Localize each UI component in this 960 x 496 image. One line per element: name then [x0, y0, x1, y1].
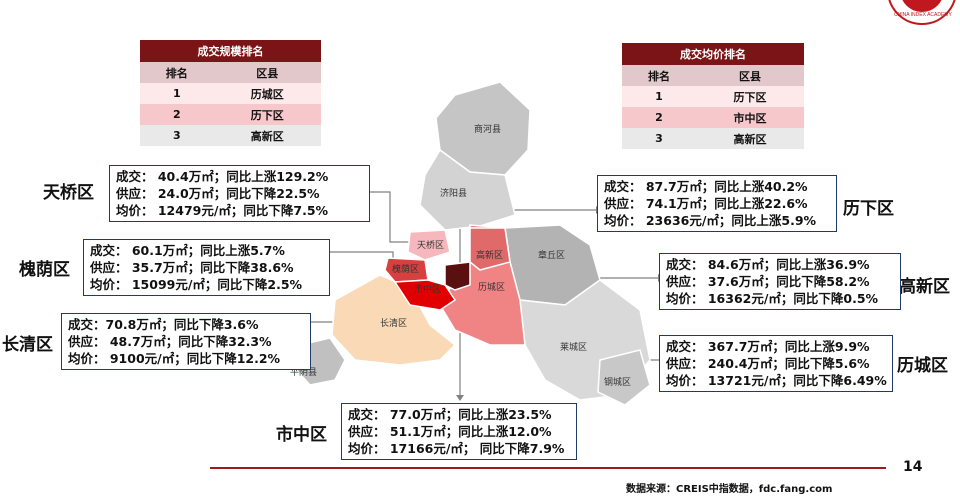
info-box-lixia: 成交： 87.7万㎡；同比上涨40.2% 供应： 74.1万㎡；同比上涨22.6…: [597, 175, 837, 232]
district-name-licheng: 历城区: [897, 356, 948, 376]
label-shanghe: 商河县: [474, 123, 501, 135]
scale-ranking-table: 成交规模排名 排名 区县 1 历城区 2 历下区 3 高新区: [140, 40, 321, 146]
price-line: 均价： 15099元/㎡；同比下降2.5%: [90, 277, 303, 292]
label-huaiyin: 槐荫区: [392, 263, 419, 275]
info-box-changqing: 成交：70.8万㎡；同比下降3.6% 供应： 48.7万㎡；同比下降32.3% …: [61, 313, 311, 370]
region-gaoxin: [469, 227, 511, 271]
label-gangcheng: 钢城区: [604, 376, 631, 388]
district-name-lixia: 历下区: [843, 199, 894, 219]
supply-line: 供应： 35.7万㎡；同比下降38.6%: [90, 260, 294, 275]
info-box-huaiyin: 成交： 60.1万㎡；同比上涨5.7% 供应： 35.7万㎡；同比下降38.6%…: [83, 239, 330, 296]
region-lixia: [444, 261, 471, 291]
china-index-academy-logo: CHINA INDEX ACADEMY: [888, 0, 956, 25]
label-gaoxin: 高新区: [476, 249, 503, 261]
region-shizhong: [393, 279, 457, 311]
table-row: 1 历下区: [622, 86, 804, 107]
supply-line: 供应： 74.1万㎡；同比上涨22.6%: [604, 196, 808, 211]
deal-line: 成交： 77.0万㎡；同比上涨23.5%: [348, 407, 552, 422]
label-zhangqiu: 章丘区: [538, 249, 565, 261]
deal-line: 成交： 367.7万㎡；同比上涨9.9%: [666, 339, 870, 354]
deal-line: 成交： 60.1万㎡；同比上涨5.7%: [90, 243, 285, 258]
footer-rule: [210, 467, 886, 469]
table-row: 3 高新区: [622, 128, 804, 149]
deal-line: 成交： 84.6万㎡；同比上涨36.9%: [666, 257, 870, 272]
table-row: 2 市中区: [622, 107, 804, 128]
price-col-rank: 排名: [622, 65, 697, 86]
table-row: 2 历下区: [140, 104, 321, 125]
region-tianqiao: [407, 229, 451, 261]
price-line: 均价： 23636元/㎡；同比上涨5.9%: [604, 213, 817, 228]
scale-col-rank: 排名: [140, 62, 214, 83]
price-line: 均价： 16362元/㎡；同比下降0.5%: [666, 291, 879, 306]
info-box-gaoxin: 成交： 84.6万㎡；同比上涨36.9% 供应： 37.6万㎡；同比下降58.2…: [659, 253, 901, 310]
info-box-tianqiao: 成交： 40.4万㎡；同比上涨129.2% 供应： 24.0万㎡；同比下降22.…: [109, 165, 370, 222]
label-tianqiao: 天桥区: [417, 239, 444, 251]
supply-line: 供应： 24.0万㎡；同比下降22.5%: [116, 186, 320, 201]
price-line: 均价： 12479元/㎡；同比下降7.5%: [116, 203, 329, 218]
district-name-huaiyin: 槐荫区: [19, 260, 70, 280]
table-row: 1 历城区: [140, 83, 321, 104]
label-pingyin: 平阴县: [290, 367, 317, 378]
price-line: 均价： 13721元/㎡；同比下降6.49%: [666, 373, 887, 388]
supply-line: 供应： 240.4万㎡；同比下降5.6%: [666, 356, 870, 371]
label-jiyang: 济阳县: [440, 187, 467, 199]
district-name-tianqiao: 天桥区: [43, 183, 94, 203]
scale-col-district: 区县: [213, 62, 321, 83]
deal-line: 成交： 40.4万㎡；同比上涨129.2%: [116, 169, 329, 184]
region-gangcheng: [597, 349, 651, 406]
price-ranking-table: 成交均价排名 排名 区县 1 历下区 2 市中区 3 高新区: [622, 43, 804, 149]
info-box-shizhong: 成交： 77.0万㎡；同比上涨23.5% 供应： 51.1万㎡；同比上涨12.0…: [341, 403, 577, 460]
deal-line: 成交： 87.7万㎡；同比上涨40.2%: [604, 179, 808, 194]
scale-table-title: 成交规模排名: [140, 40, 321, 62]
deal-line: 成交：70.8万㎡；同比下降3.6%: [68, 317, 259, 332]
district-name-shizhong: 市中区: [276, 425, 327, 445]
label-shizhong: 市中区: [414, 283, 441, 295]
price-col-district: 区县: [696, 65, 804, 86]
price-line: 均价： 17166元/㎡； 同比下降7.9%: [348, 441, 565, 456]
supply-line: 供应： 37.6万㎡；同比下降58.2%: [666, 274, 870, 289]
price-line: 均价： 9100元/㎡；同比下降12.2%: [68, 351, 281, 366]
supply-line: 供应： 48.7万㎡；同比下降32.3%: [68, 334, 272, 349]
label-licheng: 历城区: [478, 282, 505, 293]
leader-tianqiao: [368, 191, 420, 243]
table-row: 3 高新区: [140, 125, 321, 146]
label-laicheng: 莱城区: [560, 341, 587, 353]
price-table-title: 成交均价排名: [622, 43, 804, 65]
leader-huaiyin: [327, 251, 394, 268]
info-box-licheng: 成交： 367.7万㎡；同比上涨9.9% 供应： 240.4万㎡；同比下降5.6…: [659, 335, 893, 392]
district-name-changqing: 长清区: [2, 335, 53, 355]
district-name-gaoxin: 高新区: [899, 277, 950, 297]
label-changqing: 长清区: [380, 317, 407, 329]
supply-line: 供应： 51.1万㎡；同比上涨12.0%: [348, 424, 552, 439]
svg-text:CHINA INDEX ACADEMY: CHINA INDEX ACADEMY: [894, 12, 952, 18]
page-number: 14: [903, 459, 923, 475]
data-source: 数据来源：CREIS中指数据，fdc.fang.com: [626, 484, 833, 495]
